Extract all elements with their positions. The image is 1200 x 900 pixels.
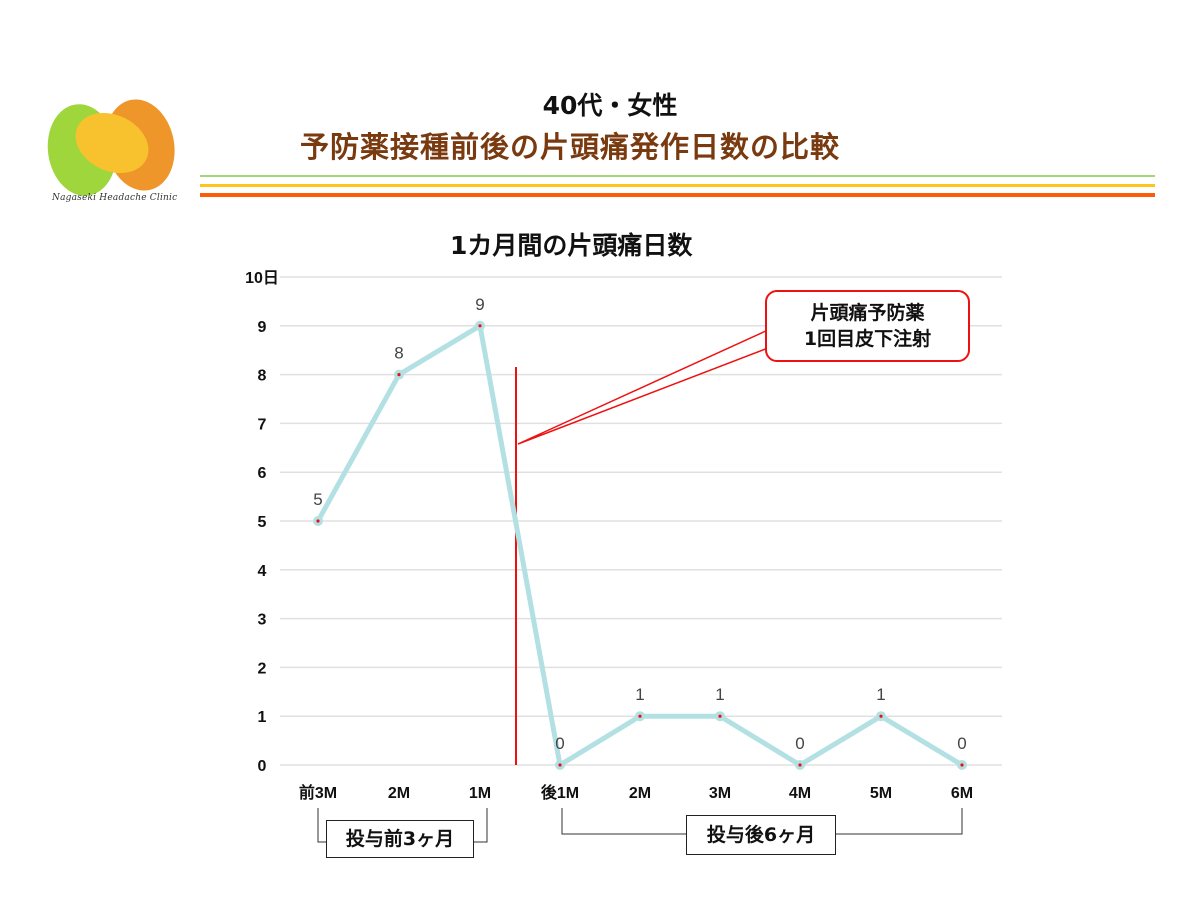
data-point-center [316, 519, 320, 523]
data-label: 0 [795, 734, 804, 753]
subtitle-text: 40代・女性 [542, 91, 678, 120]
x-tick-label: 6M [951, 785, 973, 802]
chart-title: 1カ月間の片頭痛日数 [450, 231, 693, 260]
clinic-logo [47, 99, 175, 196]
data-point-center [397, 373, 401, 377]
data-label: 1 [715, 685, 724, 704]
data-label: 8 [394, 344, 403, 363]
data-label: 5 [313, 490, 322, 509]
callout-line2: 1回目皮下注射 [803, 328, 932, 350]
data-points [313, 320, 967, 770]
x-tick-label: 後1M [541, 783, 579, 802]
data-label: 0 [555, 734, 564, 753]
y-tick-label: 8 [258, 368, 267, 385]
data-point-center [638, 714, 642, 718]
y-tick-label: 1 [258, 709, 267, 726]
callout-line1: 片頭痛予防薬 [810, 302, 925, 324]
x-tick-label: 2M [629, 785, 651, 802]
y-tick-label: 9 [258, 319, 267, 336]
gridlines [280, 276, 1002, 766]
data-point-center [798, 763, 802, 767]
rule-orange [200, 193, 1155, 197]
period-after-label: 投与後6ヶ月 [686, 815, 836, 855]
y-tick-label: 0 [258, 758, 267, 775]
data-labels: 5 8 9 0 1 1 0 1 0 [313, 295, 966, 753]
data-point-center [879, 714, 883, 718]
data-point-center [960, 763, 964, 767]
data-point-center [558, 763, 562, 767]
callout-pointer [517, 328, 769, 445]
rule-green [200, 175, 1155, 177]
x-tick-label: 2M [388, 785, 410, 802]
data-label: 1 [876, 685, 885, 704]
y-tick-label: 6 [258, 465, 267, 482]
page-title: 予防薬接種前後の片頭痛発作日数の比較 [300, 130, 841, 164]
y-tick-label: 4 [258, 563, 267, 580]
data-label: 9 [475, 295, 484, 314]
page-subtitle: 40代・女性 [0, 86, 1200, 122]
data-point-center [718, 714, 722, 718]
x-axis-labels: 前3M 2M 1M 後1M 2M 3M 4M 5M 6M [299, 783, 973, 802]
y-tick-label: 2 [258, 660, 267, 677]
period-before-label: 投与前3ヶ月 [326, 820, 474, 858]
y-tick-label: 3 [258, 612, 267, 629]
y-tick-label: 10日 [245, 269, 279, 287]
y-tick-label: 7 [258, 416, 267, 433]
rule-yellow [200, 184, 1155, 187]
y-tick-label: 5 [258, 514, 267, 531]
x-tick-label: 5M [870, 785, 892, 802]
x-tick-label: 4M [789, 785, 811, 802]
logo-text: Nagaseki Headache Clinic [52, 193, 178, 203]
y-axis-labels: 0 1 2 3 4 5 6 7 8 9 10日 [245, 269, 279, 775]
data-label: 1 [635, 685, 644, 704]
x-tick-label: 前3M [299, 783, 337, 802]
data-label: 0 [957, 734, 966, 753]
data-point-center [478, 324, 482, 328]
x-tick-label: 1M [469, 785, 491, 802]
x-tick-label: 3M [709, 785, 731, 802]
injection-callout: 片頭痛予防薬 1回目皮下注射 [765, 290, 970, 362]
